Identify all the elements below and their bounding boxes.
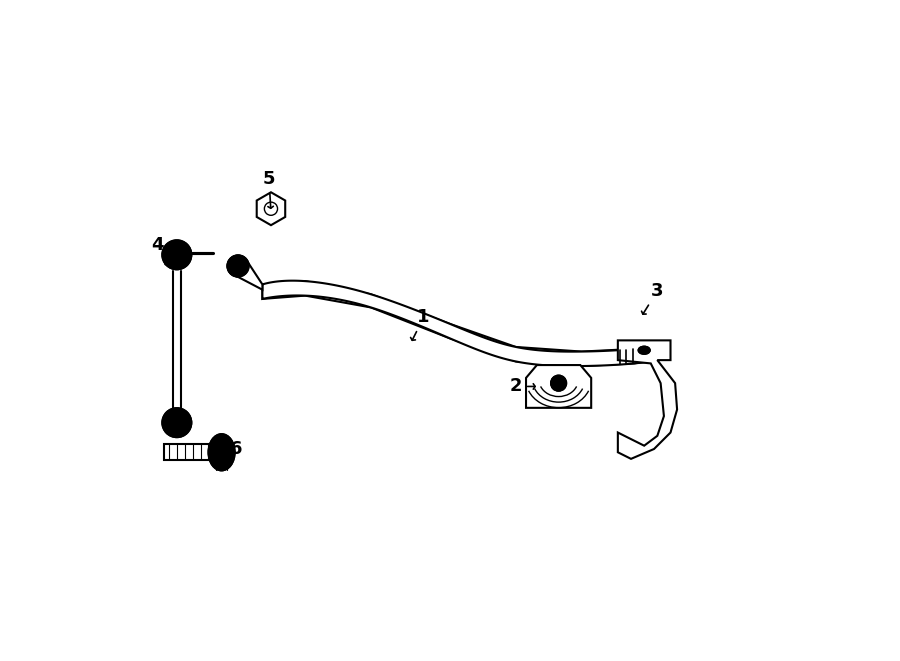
FancyBboxPatch shape [164,444,216,460]
Text: 5: 5 [263,170,275,208]
Text: 4: 4 [151,236,170,264]
Ellipse shape [638,346,650,354]
Polygon shape [263,281,657,366]
Polygon shape [256,192,285,225]
Polygon shape [235,263,263,290]
Circle shape [551,375,566,391]
Text: 1: 1 [410,308,430,340]
Circle shape [228,255,248,276]
Text: 6: 6 [220,440,242,458]
Circle shape [228,255,248,276]
Ellipse shape [209,434,235,471]
Circle shape [162,408,192,437]
Polygon shape [526,365,591,408]
Text: 2: 2 [509,377,536,395]
Circle shape [162,241,192,269]
Polygon shape [263,281,657,366]
Text: 3: 3 [642,282,663,314]
Polygon shape [617,340,677,459]
